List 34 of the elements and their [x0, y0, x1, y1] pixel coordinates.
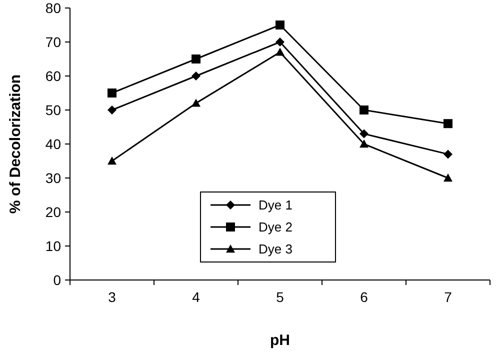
legend-label: Dye 3 — [258, 242, 292, 257]
point — [444, 119, 452, 128]
point — [108, 88, 116, 98]
point — [444, 174, 452, 182]
legend-label: Dye 2 — [258, 220, 292, 235]
x-tick-label: 5 — [276, 289, 284, 305]
x-tick-label: 7 — [444, 289, 452, 305]
point — [360, 129, 368, 138]
point — [276, 38, 284, 46]
y-tick-label: 80 — [45, 0, 62, 16]
legend-label: Dye 1 — [258, 198, 292, 213]
y-tick-label: 0 — [53, 272, 62, 288]
y-tick-label: 10 — [45, 238, 62, 254]
x-tick-label: 6 — [360, 289, 368, 305]
point — [192, 72, 200, 80]
y-tick-label: 30 — [45, 170, 62, 186]
y-tick-label: 70 — [45, 34, 62, 50]
point — [108, 156, 116, 165]
y-tick-label: 50 — [45, 102, 62, 118]
point — [108, 106, 116, 114]
x-axis-title: pH — [270, 332, 290, 349]
x-tick-label: 4 — [192, 289, 200, 305]
y-tick-label: 20 — [45, 204, 62, 220]
point — [276, 48, 284, 56]
y-axis-title: % of Decolorization — [7, 74, 24, 214]
y-tick-label: 40 — [45, 136, 62, 152]
x-tick-label: 3 — [108, 289, 116, 305]
point — [276, 20, 284, 30]
point — [444, 150, 452, 159]
point — [360, 140, 368, 148]
point — [360, 106, 368, 114]
y-tick-label: 60 — [45, 68, 62, 84]
point — [192, 98, 200, 107]
point — [192, 54, 200, 64]
